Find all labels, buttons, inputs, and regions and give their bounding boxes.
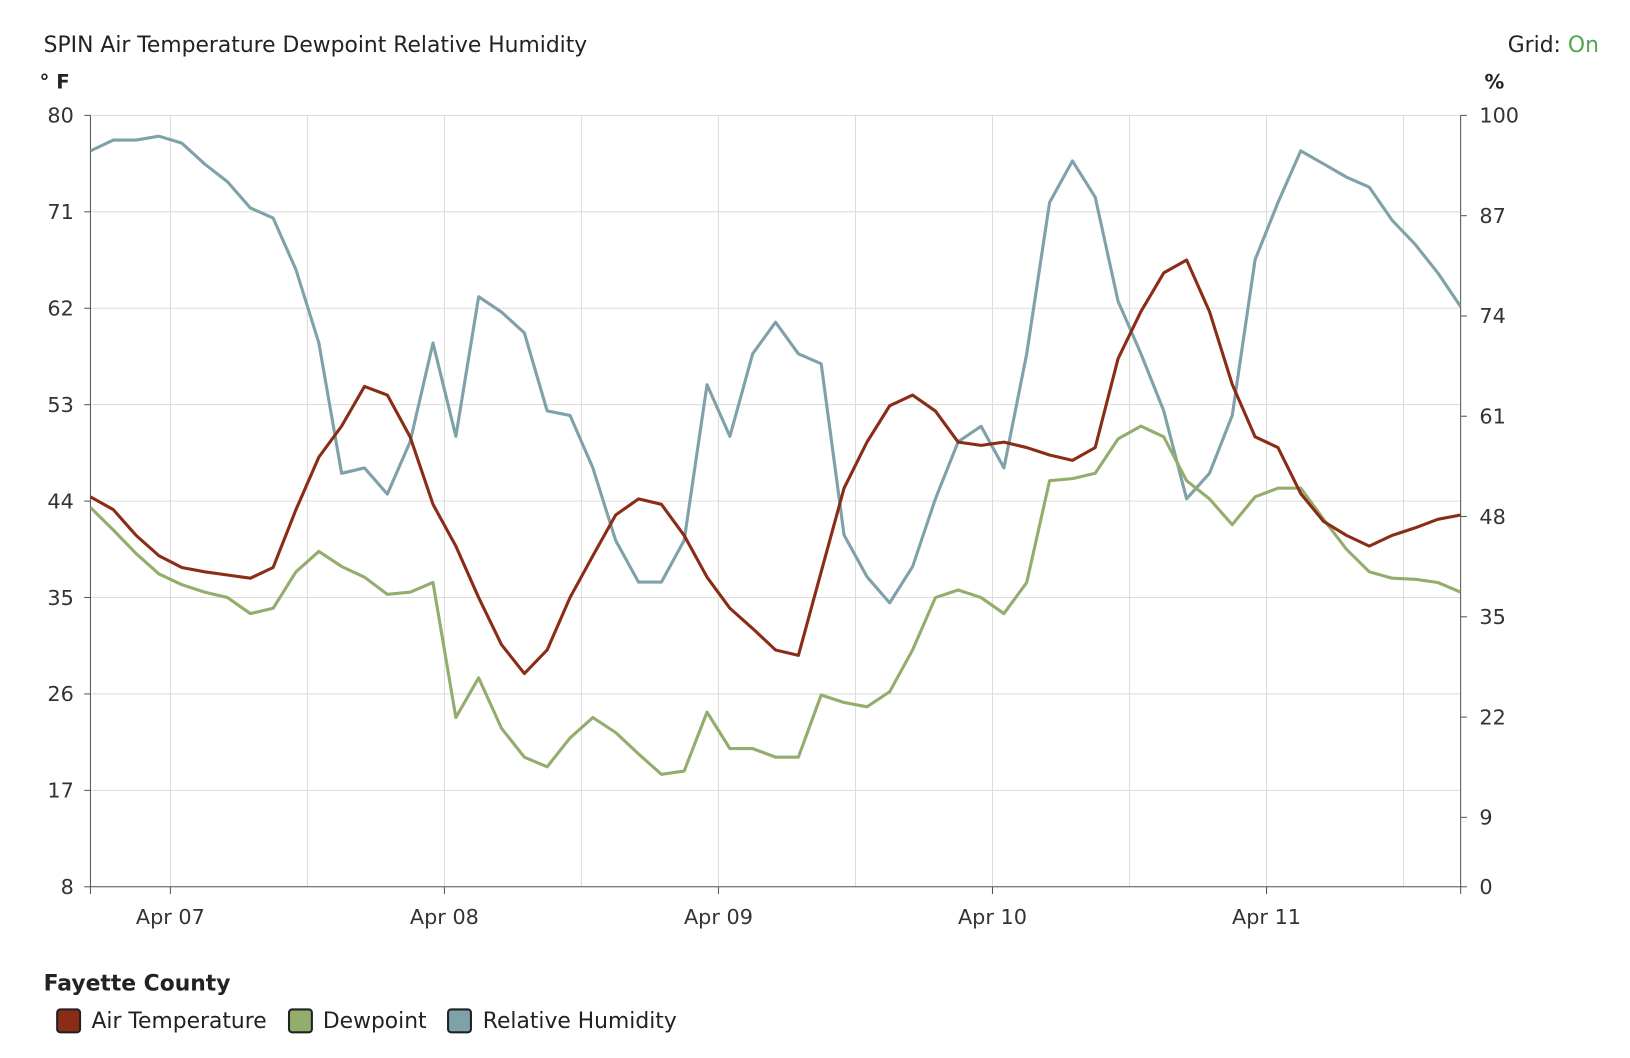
left-axis-tick-label: 44	[47, 489, 73, 513]
series-line-air-temperature	[90, 258, 1461, 676]
x-axis-tick-label: Apr 09	[684, 905, 753, 929]
left-axis-tick-label: 17	[47, 779, 73, 803]
legend: Air Temperature Dewpoint Relative Humidi…	[56, 1008, 677, 1034]
legend-item-air-temperature[interactable]: Air Temperature	[56, 1008, 267, 1034]
left-axis-tick-label: 71	[47, 200, 73, 224]
grid-toggle-value[interactable]: On	[1567, 32, 1599, 58]
chart-title: SPIN Air Temperature Dewpoint Relative H…	[43, 32, 588, 58]
left-axis-tick-label: 35	[47, 586, 73, 610]
legend-label: Air Temperature	[91, 1008, 267, 1034]
right-axis-tick-label: 9	[1479, 806, 1492, 830]
legend-swatch-dewpoint	[287, 1008, 313, 1034]
right-axis-tick-label: 35	[1479, 605, 1505, 629]
legend-title: Fayette County	[43, 970, 231, 996]
right-axis-tick-label: 22	[1479, 705, 1505, 729]
series-line-relative-humidity	[90, 134, 1461, 605]
right-axis-tick-label: 87	[1479, 204, 1505, 228]
x-axis-tick-label: Apr 10	[958, 905, 1027, 929]
right-axis-tick-label: 48	[1479, 505, 1505, 529]
legend-item-dewpoint[interactable]: Dewpoint	[287, 1008, 427, 1034]
legend-label: Dewpoint	[322, 1008, 427, 1034]
x-axis-tick-label: Apr 07	[136, 905, 205, 929]
left-axis-tick-label: 80	[47, 104, 73, 128]
left-axis-tick-label: 8	[61, 875, 74, 899]
right-axis-tick-label: 100	[1479, 104, 1519, 128]
right-axis-label: %	[1484, 70, 1505, 94]
legend-item-relative-humidity[interactable]: Relative Humidity	[447, 1008, 677, 1034]
right-axis-tick-label: 61	[1479, 405, 1505, 429]
grid-toggle-label: Grid:	[1507, 32, 1561, 58]
legend-label: Relative Humidity	[482, 1008, 677, 1034]
right-axis-tick-label: 74	[1479, 304, 1505, 328]
left-axis-tick-label: 26	[47, 682, 73, 706]
right-axis-tick-label: 0	[1479, 875, 1492, 899]
legend-swatch-relative-humidity	[447, 1008, 473, 1034]
grid-toggle[interactable]: Grid: On	[1508, 32, 1599, 57]
x-axis-tick-label: Apr 08	[410, 905, 479, 929]
left-axis-tick-label: 62	[47, 297, 73, 321]
x-axis-tick-label: Apr 11	[1232, 905, 1301, 929]
left-axis-label: ° F	[39, 70, 70, 94]
plot-area: 80 71 62 53 44 35 26 17 8 100 87 74 61 48 35 22 9 0 Apr 07…	[47, 104, 1519, 930]
legend-swatch-air-temperature	[56, 1008, 82, 1034]
left-axis-tick-label: 53	[47, 393, 73, 417]
series-line-dewpoint	[90, 424, 1461, 776]
